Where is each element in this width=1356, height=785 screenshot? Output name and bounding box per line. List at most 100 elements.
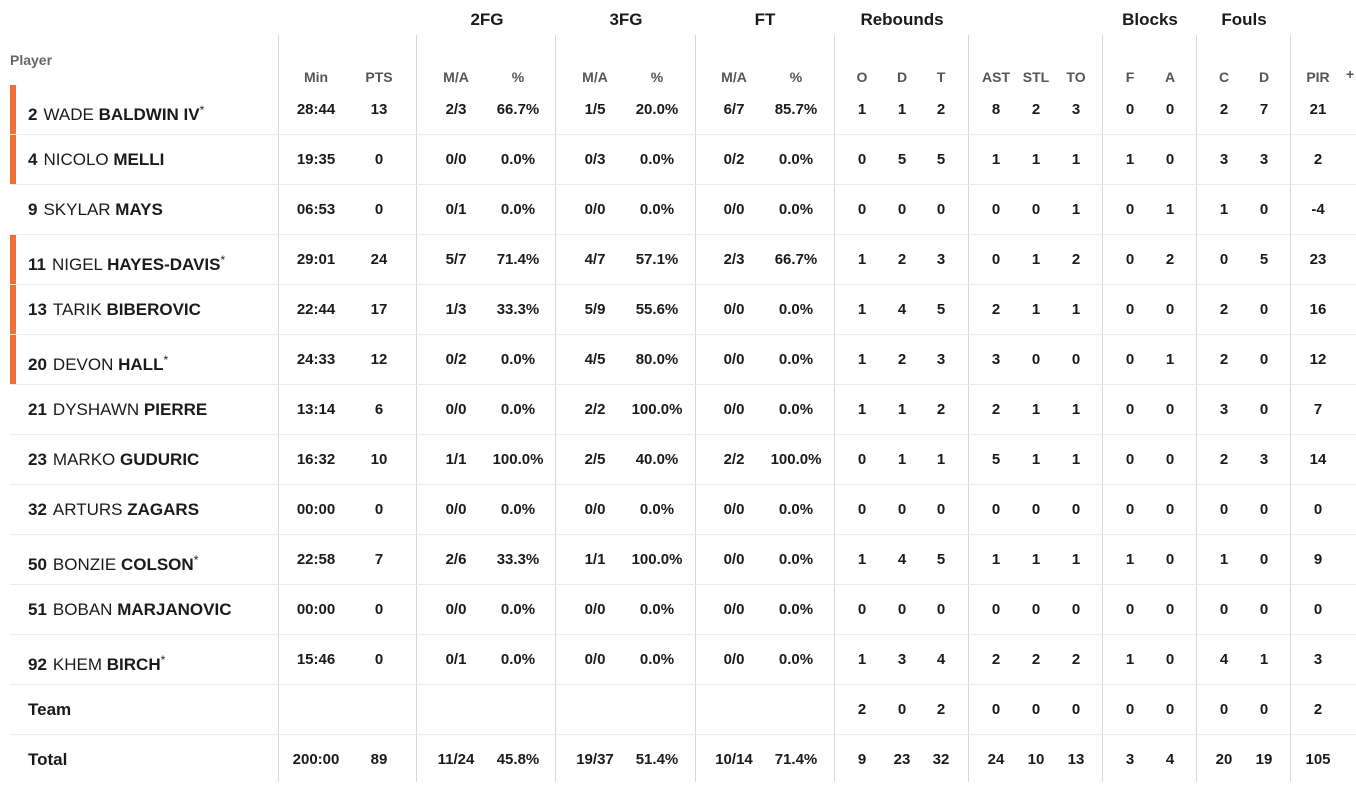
stat-cell: 1 [857,251,867,268]
player-row[interactable]: 50 BONZIE COLSON* 22:58 7 2/6 33.3% 1/1 100.0% 0… [0,535,1356,585]
stat-cell: 0.0% [778,501,814,518]
player-name[interactable]: 92 KHEM BIRCH* [28,635,165,685]
player-row[interactable]: 9 SKYLAR MAYS 06:53 0 0/1 0.0% 0/0 0.0% 0/0 0.0% 0… [0,185,1356,235]
column-header[interactable]: F [1125,69,1135,85]
player-first-name: WADE [43,105,94,124]
player-first-name: DEVON [52,355,114,374]
stat-cell: 0 [1125,601,1135,618]
player-number: 4 [28,150,38,169]
stat-cell: 2 [857,701,867,718]
player-name[interactable]: 32 ARTURS ZAGARS [28,485,199,535]
stat-cell: 0.0% [778,651,814,668]
player-row[interactable]: 92 KHEM BIRCH* 15:46 0 0/1 0.0% 0/0 0.0% 0/0 0.0%… [0,635,1356,685]
column-header[interactable]: Min [303,69,329,85]
stat-cell: 0/0 [445,401,467,418]
stat-cell: 0 [1165,501,1175,518]
player-row[interactable]: 20 DEVON HALL* 24:33 12 0/2 0.0% 4/5 80.0% 0/0 0.… [0,335,1356,385]
add-column-icon[interactable]: + [1346,66,1355,82]
column-header[interactable]: M/A [721,69,747,85]
stat-cell: 5 [991,451,1001,468]
stat-cell: 5/7 [445,251,467,268]
stat-cell: 1 [1259,651,1269,668]
column-header[interactable]: D [1258,69,1270,85]
stat-cell [560,685,630,735]
stat-cell: 0 [936,601,946,618]
stat-cell: 0.0% [500,351,536,368]
player-first-name: KHEM [52,655,103,674]
column-header[interactable]: % [511,69,525,85]
player-name[interactable]: 23 MARKO GUDURIC [28,435,199,485]
player-name[interactable]: 20 DEVON HALL* [28,335,168,385]
player-name[interactable]: 13 TARIK BIBEROVIC [28,285,201,335]
player-last-name: PIERRE [143,400,208,419]
column-header[interactable]: D [896,69,908,85]
stat-cell: 0/0 [723,201,745,218]
stat-cell: 1 [1031,251,1041,268]
stat-cell: 0 [1125,401,1135,418]
stat-cell: 5 [936,301,946,318]
stat-cell: 1 [1031,301,1041,318]
column-header[interactable]: PTS [365,69,393,85]
stat-cell: 13 [370,101,388,118]
player-name[interactable]: 21 DYSHAWN PIERRE [28,385,207,435]
stat-cell: 1 [991,551,1001,568]
stat-cell: 0.0% [500,601,536,618]
player-row[interactable]: 21 DYSHAWN PIERRE 13:14 6 0/0 0.0% 2/2 100.0% 0/… [0,385,1356,435]
stat-cell: 32 [932,751,950,768]
stat-cell: 55.6% [635,301,679,318]
stat-cell: 0 [991,701,1001,718]
stat-cell: 0/0 [723,551,745,568]
column-divider [1102,35,1103,782]
player-name[interactable]: 4 NICOLO MELLI [28,135,164,185]
stat-cell: 16 [1309,301,1327,318]
player-first-name: ARTURS [52,500,123,519]
player-column-header[interactable]: Player [10,52,53,68]
stat-cell: 0 [897,201,907,218]
stat-cell: 0.0% [639,201,675,218]
column-header[interactable]: TO [1066,69,1086,85]
player-name[interactable]: 9 SKYLAR MAYS [28,185,163,235]
row-divider [10,384,1356,385]
player-row[interactable]: 11 NIGEL HAYES-DAVIS* 29:01 24 5/7 71.4% 4/7 57… [0,235,1356,285]
stat-cell: 1 [1071,551,1081,568]
player-first-name: BONZIE [52,555,117,574]
stat-cell: 2 [1313,151,1323,168]
player-name[interactable]: 50 BONZIE COLSON* [28,535,198,585]
player-row[interactable]: 51 BOBAN MARJANOVIC 00:00 0 0/0 0.0% 0/0 0.0% 0/… [0,585,1356,635]
player-row[interactable]: 13 TARIK BIBEROVIC 22:44 17 1/3 33.3% 5/9 55.6%… [0,285,1356,335]
column-header[interactable]: M/A [582,69,608,85]
player-row[interactable]: 32 ARTURS ZAGARS 00:00 0 0/0 0.0% 0/0 0.0% 0/0 0.… [0,485,1356,535]
player-name[interactable]: 11 NIGEL HAYES-DAVIS* [28,235,225,285]
player-row[interactable]: 2 WADE BALDWIN IV* 28:44 13 2/3 66.7% 1/5 20.0%… [0,85,1356,135]
column-header[interactable]: C [1218,69,1230,85]
stat-cell: 3 [897,651,907,668]
column-header[interactable]: M/A [443,69,469,85]
stat-cell: 0 [1313,501,1323,518]
stat-cell: 0.0% [500,501,536,518]
stat-cell: 10 [1027,751,1045,768]
player-name[interactable]: 51 BOBAN MARJANOVIC [28,585,231,635]
column-header[interactable]: O [856,69,868,85]
column-header[interactable]: AST [982,69,1010,85]
stat-cell: 0 [374,651,384,668]
column-header[interactable]: % [650,69,664,85]
column-header[interactable]: A [1164,69,1176,85]
column-header[interactable]: % [789,69,803,85]
stat-cell: 4 [1165,751,1175,768]
column-divider [968,35,969,782]
player-first-name: MARKO [52,450,116,469]
stat-cell: 0/0 [723,601,745,618]
stat-cell: 0 [374,501,384,518]
player-name[interactable]: 2 WADE BALDWIN IV* [28,85,204,135]
column-header[interactable]: STL [1022,69,1050,85]
stat-cell: 0 [1071,501,1081,518]
stat-cell: 0/0 [723,501,745,518]
stat-cell: 4 [897,551,907,568]
stat-cell: 16:32 [296,451,336,468]
column-header[interactable]: PIR [1306,69,1330,85]
stat-cell: 0.0% [500,201,536,218]
player-row[interactable]: 23 MARKO GUDURIC 16:32 10 1/1 100.0% 2/5 40.0% 2… [0,435,1356,485]
player-number: 11 [28,255,46,274]
column-header[interactable]: T [936,69,946,85]
player-row[interactable]: 4 NICOLO MELLI 19:35 0 0/0 0.0% 0/3 0.0% 0/2 0.0%… [0,135,1356,185]
